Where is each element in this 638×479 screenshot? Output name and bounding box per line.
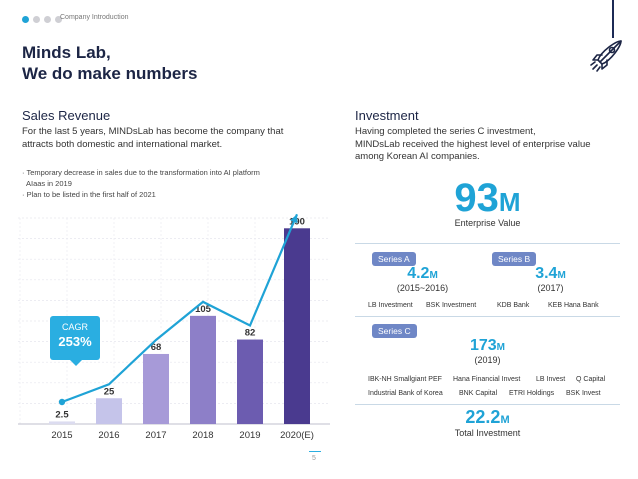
tick-label: 2016: [98, 430, 119, 441]
data-label: 82: [245, 328, 256, 339]
title-line-2: We do make numbers: [22, 64, 198, 83]
enterprise-value-number: 93: [454, 176, 499, 220]
total-amount: 22.2: [465, 407, 501, 427]
page-number-accent: [309, 451, 321, 452]
tick-label: 2019: [239, 430, 260, 441]
page-title: Minds Lab, We do make numbers: [22, 42, 197, 84]
bar-2017: [143, 353, 169, 424]
total-unit: M: [500, 414, 510, 426]
series-a-badge: Series A: [372, 252, 416, 266]
series-b-period: (2017): [537, 283, 564, 293]
tick-label: 2017: [145, 430, 166, 441]
rocket-icon: [590, 40, 622, 72]
bar-2016: [96, 398, 122, 424]
slide-dots: [22, 16, 62, 23]
series-c-investor: ETRI Holdings: [509, 390, 555, 397]
enterprise-value: 93M Enterprise Value: [355, 176, 620, 228]
sales-description: For the last 5 years, MINDsLab has becom…: [22, 126, 332, 151]
bar-2020(E): [284, 228, 310, 424]
cagr-label: CAGR: [61, 322, 88, 332]
data-label: 2.5: [55, 409, 69, 420]
bar-2018: [190, 315, 216, 424]
series-c-investor: Q Capital: [576, 376, 606, 383]
data-label: 25: [104, 386, 115, 397]
series-c-unit: M: [496, 342, 506, 353]
dot-active: [22, 16, 29, 23]
data-label: 68: [151, 342, 162, 353]
page-number: 5: [312, 455, 316, 462]
trend-line: [61, 213, 299, 404]
cagr-callout: CAGR 253%: [50, 316, 100, 366]
sales-title: Sales Revenue: [22, 108, 111, 123]
sales-revenue-chart: 2.5201525201668201710520188220191902020(…: [18, 213, 330, 441]
divider: [355, 243, 620, 244]
dot: [55, 16, 62, 23]
investment-description: Having completed the series C investment…: [355, 126, 625, 164]
trend-arrowhead: [290, 214, 298, 224]
series-b-badge: Series B: [492, 252, 537, 266]
divider: [355, 316, 620, 317]
investment-title: Investment: [355, 108, 419, 123]
series-b-amount: 3.4: [535, 265, 558, 282]
sales-description-line: attracts both domestic and international…: [22, 138, 223, 150]
series-a-investor: LB Investment: [368, 302, 413, 309]
investment-description-line: among Korean AI companies.: [355, 151, 480, 162]
series-b-unit: M: [557, 270, 566, 281]
total-investment: 22.2M Total Investment: [355, 407, 620, 438]
series-c-badge: Series C: [372, 324, 417, 338]
series-a-amount: 4.2: [407, 265, 430, 282]
dot: [44, 16, 51, 23]
enterprise-value-unit: M: [498, 187, 521, 217]
bar-2015: [49, 421, 75, 424]
series-a-period: (2015~2016): [396, 283, 449, 293]
investment-description-line: Having completed the series C investment…: [355, 126, 536, 137]
sales-notes: · Temporary decrease in sales due to the…: [22, 167, 332, 200]
series-c-investor: Industrial Bank of Korea: [368, 390, 443, 397]
data-label: 105: [195, 304, 212, 315]
investment-description-line: MINDsLab received the highest level of e…: [355, 138, 591, 150]
series-a-unit: M: [429, 270, 438, 281]
series-c-investor: BSK Invest: [566, 390, 601, 397]
series-b-block: 3.4M (2017): [488, 265, 613, 293]
tick-label: 2015: [51, 430, 72, 441]
note-line: · Temporary decrease in sales due to the…: [22, 168, 260, 177]
series-c-period: (2019): [474, 355, 501, 365]
tick-label: 2020(E): [280, 430, 314, 441]
total-label: Total Investment: [454, 428, 521, 438]
divider: [355, 404, 620, 405]
cagr-value: 253%: [58, 334, 92, 349]
series-a-block: 4.2M (2015~2016): [360, 265, 485, 293]
series-b-investor: KEB Hana Bank: [548, 302, 599, 309]
tick-label: 2018: [192, 430, 213, 441]
series-b-investor: KDB Bank: [497, 302, 530, 309]
series-c-investor: IBK-NH Smallgiant PEF: [368, 376, 442, 383]
dot: [33, 16, 40, 23]
section-label: Company Introduction: [60, 14, 129, 21]
series-a-investor: BSK Investment: [426, 302, 477, 309]
bar-2019: [237, 339, 263, 424]
series-c-investor: BNK Capital: [459, 390, 498, 397]
title-line-1: Minds Lab,: [22, 43, 111, 62]
enterprise-value-label: Enterprise Value: [454, 218, 521, 228]
series-c-amount: 173: [469, 337, 497, 354]
sales-description-line: For the last 5 years, MINDsLab has becom…: [22, 126, 284, 137]
series-c-block: 173M (2019): [355, 337, 620, 365]
series-c-investor: LB Invest: [536, 376, 566, 383]
note-line: AIaas in 2019: [26, 179, 72, 188]
vertical-accent-line: [612, 0, 614, 38]
trend-start-point: [58, 398, 66, 406]
note-line: · Plan to be listed in the first half of…: [22, 190, 156, 199]
series-c-investor: Hana Financial Invest: [453, 376, 521, 383]
